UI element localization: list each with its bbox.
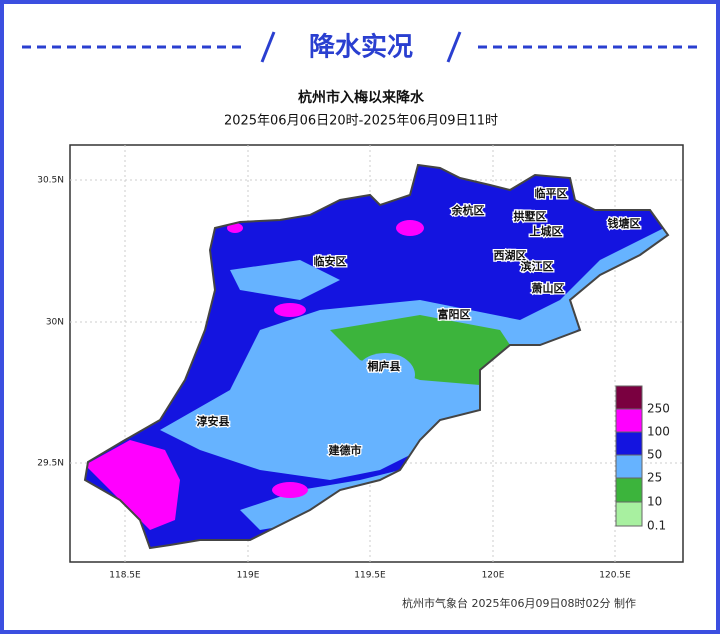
district-label: 滨江区 [521, 259, 554, 273]
district-label: 临平区 [535, 186, 568, 200]
lat-tick-label: 29.5N [37, 459, 64, 469]
district-label: 桐庐县 [368, 359, 401, 373]
lon-tick-label: 120.5E [599, 571, 631, 581]
district-label: 淳安县 [197, 414, 230, 428]
district-label: 钱塘区 [608, 216, 641, 230]
map-title: 杭州市入梅以来降水 [298, 89, 425, 106]
header-slash [446, 31, 462, 63]
header-title: 降水实况 [309, 32, 413, 63]
district-label: 萧山区 [532, 281, 565, 295]
legend-swatch [615, 454, 643, 479]
district-label: 上城区 [530, 224, 563, 238]
lon-tick-label: 119.5E [354, 571, 386, 581]
legend-swatch [615, 408, 643, 433]
legend-label: 100 [647, 425, 670, 439]
district-label: 西湖区 [494, 248, 527, 262]
legend-swatch [615, 477, 643, 503]
legend-swatch [615, 501, 643, 527]
legend-label: 10 [647, 495, 662, 509]
map-subtitle: 2025年06月06日20时-2025年06月09日11时 [224, 114, 498, 129]
header-slash [260, 31, 276, 63]
lon-tick-label: 120E [482, 571, 505, 581]
district-label: 建德市 [329, 443, 362, 457]
legend-label: 25 [647, 471, 662, 485]
legend-label: 250 [647, 402, 670, 416]
lon-tick-label: 119E [237, 571, 260, 581]
legend-label: 50 [647, 448, 662, 462]
district-label: 富阳区 [438, 307, 471, 321]
map-canvas: 降水实况 杭州市入梅以来降水 2025年06月06日20时-2025年06月09… [22, 31, 700, 610]
lon-tick-label: 118.5E [109, 571, 141, 581]
legend-swatch [615, 385, 643, 410]
district-label: 拱墅区 [514, 209, 547, 223]
footer: 杭州市气象台 2025年06月09日08时02分 制作 [402, 596, 636, 610]
legend-swatch [615, 431, 643, 456]
district-label: 临安区 [314, 254, 347, 268]
legend-label: 0.1 [647, 519, 666, 533]
lat-tick-label: 30N [46, 318, 64, 328]
lat-tick-label: 30.5N [37, 176, 64, 186]
district-label: 余杭区 [451, 203, 485, 217]
